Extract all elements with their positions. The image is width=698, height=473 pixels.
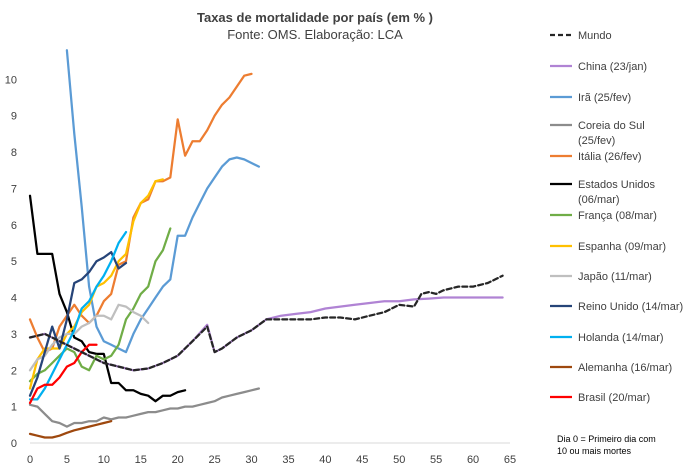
x-tick-label: 30 [245,454,257,466]
chart-title: Taxas de mortalidade por país (em % ) [197,10,433,25]
chart-note: Dia 0 = Primeiro dia com 10 ou mais morte… [557,434,656,456]
legend-label: Irã (25/fev) [578,92,631,104]
series-line [28,387,261,428]
x-tick-label: 15 [135,454,147,466]
x-tick-label: 40 [319,454,331,466]
x-tick-label: 60 [467,454,479,466]
series-line [28,343,98,405]
legend-label: Itália (26/fev) [578,151,642,163]
chart-legend: Mundo China (23/jan) Irã (25/fev) Coreia do… [550,30,683,404]
legend-label: Brasil (20/mar) [578,392,650,404]
y-tick-label: 3 [11,329,17,341]
series-line [28,194,187,403]
x-tick-label: 35 [282,454,294,466]
series-line [65,49,261,354]
y-tick-label: 6 [11,220,17,232]
y-tick-label: 4 [11,293,17,305]
legend-label: (25/fev) [578,135,615,147]
series-line [28,420,113,439]
series-line [28,303,150,372]
x-tick-label: 55 [430,454,442,466]
legend-label: (06/mar) [578,194,620,206]
series-line [28,274,504,372]
legend-label: Estados Unidos [578,179,656,191]
x-tick-label: 10 [98,454,110,466]
y-tick-label: 2 [11,365,17,377]
legend-label: Espanha (09/mar) [578,241,666,253]
y-tick-label: 9 [11,111,17,123]
legend-label: Mundo [578,30,612,42]
y-tick-label: 10 [5,74,17,86]
y-tick-label: 1 [11,402,17,414]
x-tick-label: 20 [172,454,184,466]
x-tick-label: 0 [27,454,33,466]
y-tick-label: 7 [11,183,17,195]
legend-label: Holanda (14/mar) [578,332,664,344]
legend-label: China (23/jan) [578,61,647,73]
chart-subtitle: Fonte: OMS. Elaboração: LCA [227,27,403,42]
chart-series [28,49,504,439]
y-tick-label: 8 [11,147,17,159]
series-line [28,72,253,354]
x-tick-label: 65 [504,454,516,466]
legend-label: Reino Unido (14/mar) [578,301,683,313]
series-line [28,250,128,397]
series-line [28,227,172,383]
legend-label: Japão (11/mar) [578,271,652,283]
x-tick-label: 50 [393,454,405,466]
legend-label: Alemanha (16/mar) [578,362,672,374]
legend-label: Coreia do Sul [578,120,645,132]
x-tick-label: 25 [208,454,220,466]
x-tick-label: 45 [356,454,368,466]
legend-label: França (08/mar) [578,210,657,222]
x-tick-label: 5 [64,454,70,466]
footnote-text: Dia 0 = Primeiro dia com [557,434,656,444]
series-line [28,230,128,401]
y-tick-label: 5 [11,256,17,268]
y-tick-label: 0 [11,438,17,450]
footnote-text: 10 ou mais mortes [557,446,632,456]
